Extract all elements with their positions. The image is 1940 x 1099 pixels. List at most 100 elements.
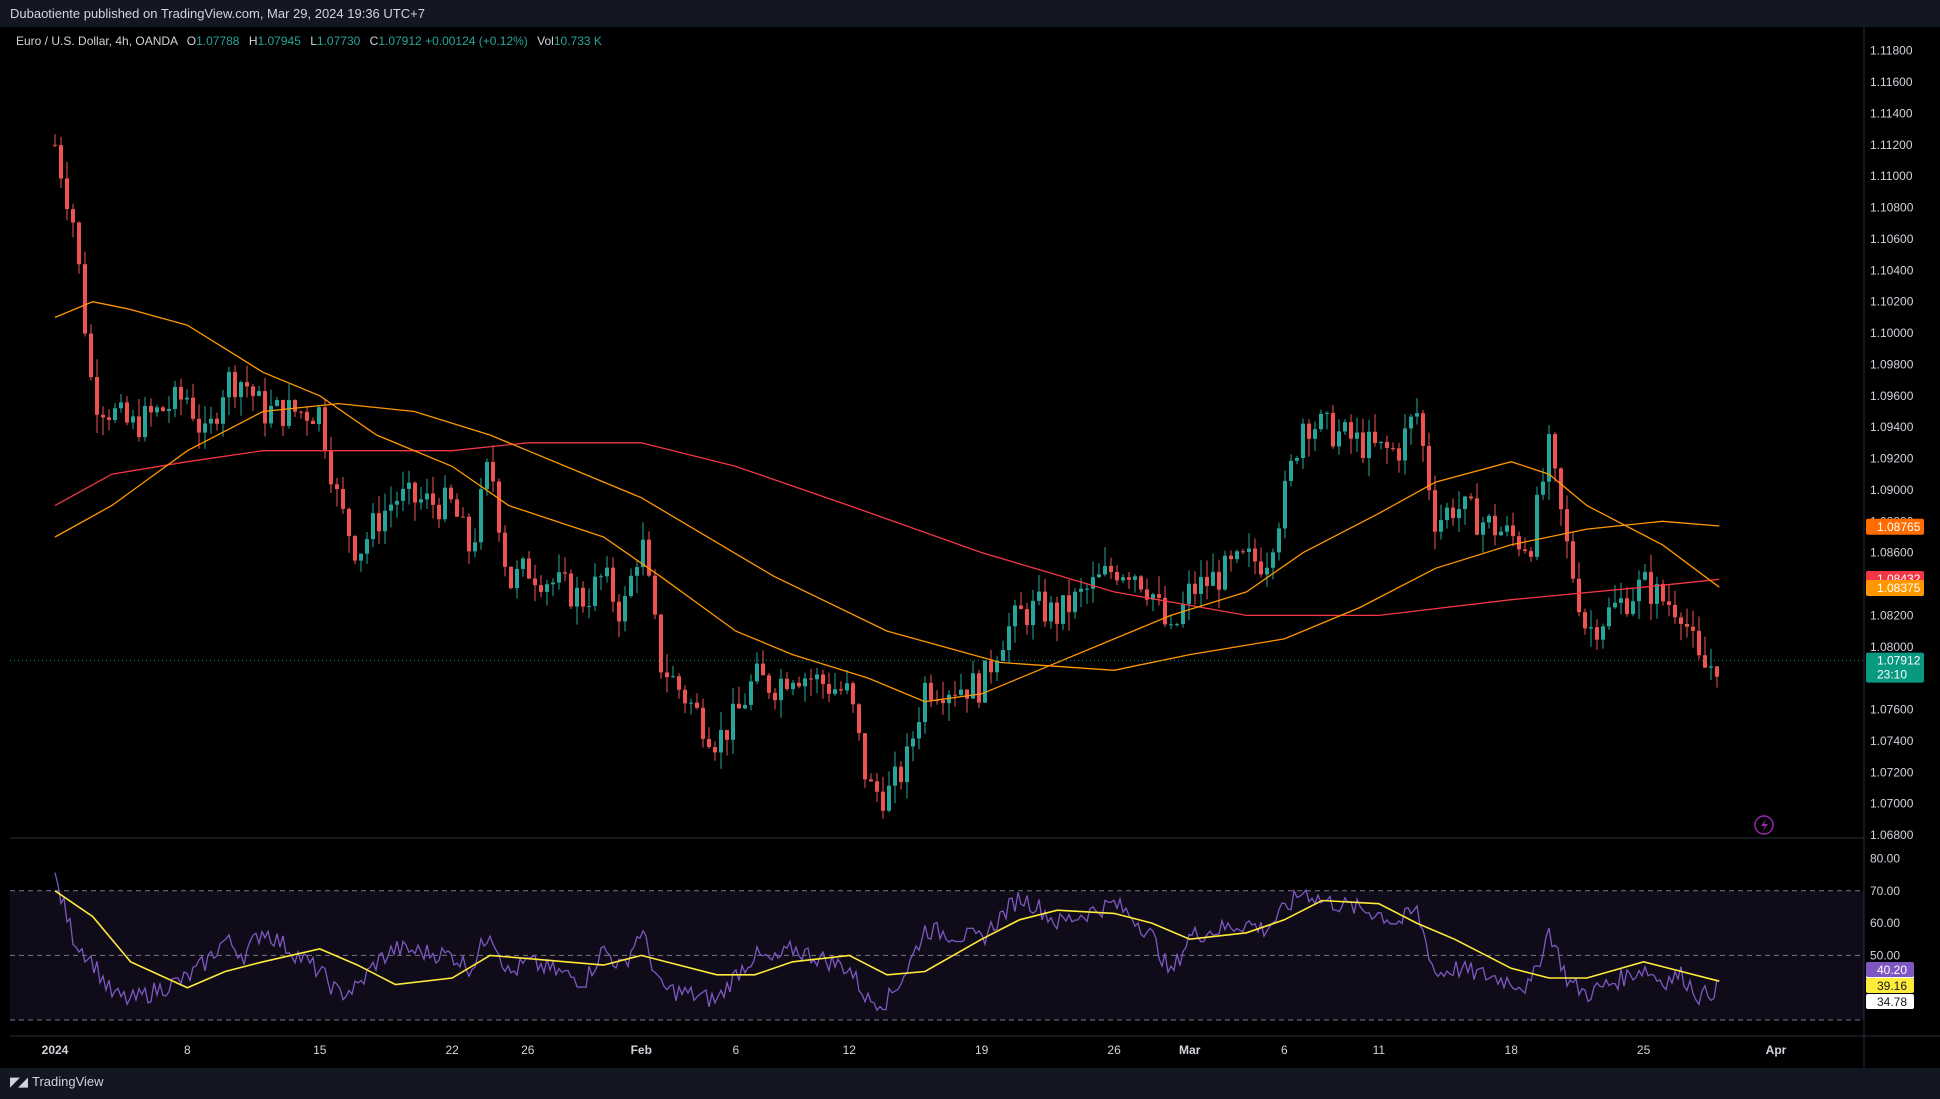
rsi-badge bbox=[1866, 978, 1914, 993]
candle-body bbox=[917, 722, 921, 739]
candle-body bbox=[155, 407, 159, 413]
candle-body bbox=[611, 567, 615, 602]
candle-body bbox=[1043, 591, 1047, 622]
candle-body bbox=[905, 746, 909, 783]
flash-icon[interactable] bbox=[1754, 815, 1774, 835]
time-tick-label: 19 bbox=[975, 1043, 989, 1057]
candle-body bbox=[191, 397, 195, 419]
price-tick-label: 1.11600 bbox=[1870, 75, 1913, 89]
candle-body bbox=[329, 450, 333, 485]
candle-body bbox=[749, 681, 753, 705]
candle-body bbox=[713, 747, 717, 753]
rsi-badge-value: 34.78 bbox=[1877, 995, 1907, 1009]
candle-body bbox=[1091, 577, 1095, 589]
candle-body bbox=[869, 779, 873, 782]
time-tick-label: Feb bbox=[631, 1043, 652, 1057]
candle-body bbox=[953, 694, 957, 696]
candle-body bbox=[323, 407, 327, 451]
candle-body bbox=[1367, 431, 1371, 458]
time-tick-label: 22 bbox=[445, 1043, 459, 1057]
candle-body bbox=[59, 145, 63, 179]
price-tick-label: 1.11000 bbox=[1870, 169, 1913, 183]
open-value: 1.07788 bbox=[196, 34, 240, 48]
candle-body bbox=[605, 567, 609, 577]
candle-body bbox=[1259, 561, 1263, 575]
candle-body bbox=[647, 539, 651, 576]
price-tick-label: 1.07000 bbox=[1870, 797, 1914, 811]
symbol-title[interactable]: Euro / U.S. Dollar, 4h, OANDA bbox=[16, 34, 178, 48]
time-tick-label: 12 bbox=[843, 1043, 857, 1057]
candle-body bbox=[1085, 588, 1089, 590]
candle-body bbox=[1571, 541, 1575, 579]
candle-body bbox=[893, 766, 897, 786]
candle-body bbox=[1565, 509, 1569, 542]
tradingview-brand[interactable]: ◤◢ TradingView bbox=[10, 1074, 104, 1090]
publisher-bar: Dubaotiente published on TradingView.com… bbox=[0, 0, 1940, 27]
candle-body bbox=[431, 493, 435, 505]
price-tick-label: 1.09800 bbox=[1870, 357, 1914, 371]
candle-body bbox=[839, 689, 843, 691]
rsi-badge-value: 40.20 bbox=[1877, 963, 1907, 977]
volume-value: 10.733 K bbox=[553, 34, 602, 48]
candle-body bbox=[1007, 626, 1011, 651]
candle-body bbox=[545, 584, 549, 592]
candle-body bbox=[797, 682, 801, 687]
candle-body bbox=[455, 499, 459, 517]
flash-bolt-icon bbox=[1761, 819, 1768, 832]
candle-body bbox=[491, 461, 495, 482]
candle-body bbox=[1295, 458, 1299, 461]
candle-body bbox=[1313, 429, 1317, 439]
candle-body bbox=[287, 400, 291, 426]
low-label: L bbox=[310, 34, 317, 48]
candle-body bbox=[341, 488, 345, 509]
candle-body bbox=[1709, 666, 1713, 668]
candle-body bbox=[983, 660, 987, 703]
candle-body bbox=[419, 499, 423, 503]
candle-body bbox=[413, 482, 417, 503]
candle-body bbox=[1607, 607, 1611, 627]
candle-body bbox=[977, 673, 981, 703]
candle-body bbox=[815, 674, 819, 680]
time-tick-label: Mar bbox=[1179, 1043, 1201, 1057]
candle-body bbox=[1451, 507, 1455, 519]
rsi-badge bbox=[1866, 962, 1914, 977]
candle-body bbox=[911, 738, 915, 747]
candle-body bbox=[113, 408, 117, 420]
candle-body bbox=[335, 484, 339, 489]
candle-body bbox=[1283, 480, 1287, 529]
candle-body bbox=[1469, 496, 1473, 499]
candle-body bbox=[173, 386, 177, 409]
rsi-badge bbox=[1866, 994, 1914, 1009]
candle-body bbox=[1103, 565, 1107, 575]
candle-body bbox=[551, 582, 555, 585]
candle-body bbox=[1559, 468, 1563, 510]
candle-body bbox=[185, 397, 189, 400]
tradingview-logo-icon: ◤◢ bbox=[10, 1075, 28, 1090]
volume-label: Vol bbox=[537, 34, 554, 48]
candle-body bbox=[203, 423, 207, 433]
price-tick-label: 1.11400 bbox=[1870, 106, 1913, 120]
candle-body bbox=[1319, 413, 1323, 430]
candle-body bbox=[803, 678, 807, 687]
candle-body bbox=[215, 418, 219, 424]
candle-body bbox=[1511, 525, 1515, 537]
candle-body bbox=[1031, 600, 1035, 626]
candle-body bbox=[1205, 576, 1209, 586]
time-tick-label: 6 bbox=[1281, 1043, 1288, 1057]
price-tick-label: 1.07400 bbox=[1870, 734, 1914, 748]
candle-body bbox=[1019, 605, 1023, 610]
candle-body bbox=[785, 678, 789, 690]
candle-body bbox=[461, 516, 465, 518]
candle-body bbox=[359, 553, 363, 561]
candle-body bbox=[719, 729, 723, 753]
candle-body bbox=[1241, 551, 1245, 553]
candle-body bbox=[275, 400, 279, 406]
candle-body bbox=[1493, 515, 1497, 536]
price-tick-label: 1.10600 bbox=[1870, 232, 1914, 246]
candle-body bbox=[1289, 460, 1293, 481]
time-tick-label: 26 bbox=[521, 1043, 535, 1057]
candle-body bbox=[1301, 423, 1305, 459]
price-tick-label: 1.09200 bbox=[1870, 452, 1914, 466]
